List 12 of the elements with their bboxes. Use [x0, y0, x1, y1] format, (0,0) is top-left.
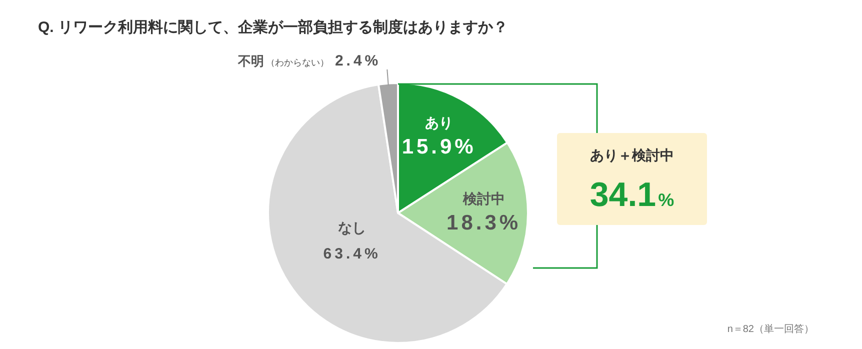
data-label: 2.4%: [334, 52, 382, 70]
slice-label: あり: [425, 114, 454, 131]
slice-label: なし: [338, 220, 366, 236]
text: 34.1%: [590, 176, 674, 214]
slice-label: 検討中: [462, 190, 505, 206]
chart-title: Q. リワーク利用料に関して、企業が一部負担する制度はありますか？: [38, 18, 508, 36]
data-label: 15.9%: [402, 136, 476, 159]
data-label: 18.3%: [446, 211, 522, 234]
data-label: 63.4%: [323, 246, 381, 263]
text: n＝82（単一回答）: [727, 323, 814, 335]
text: あり＋検討中: [590, 147, 674, 163]
slice-label: 不明（わからない）: [236, 53, 329, 68]
